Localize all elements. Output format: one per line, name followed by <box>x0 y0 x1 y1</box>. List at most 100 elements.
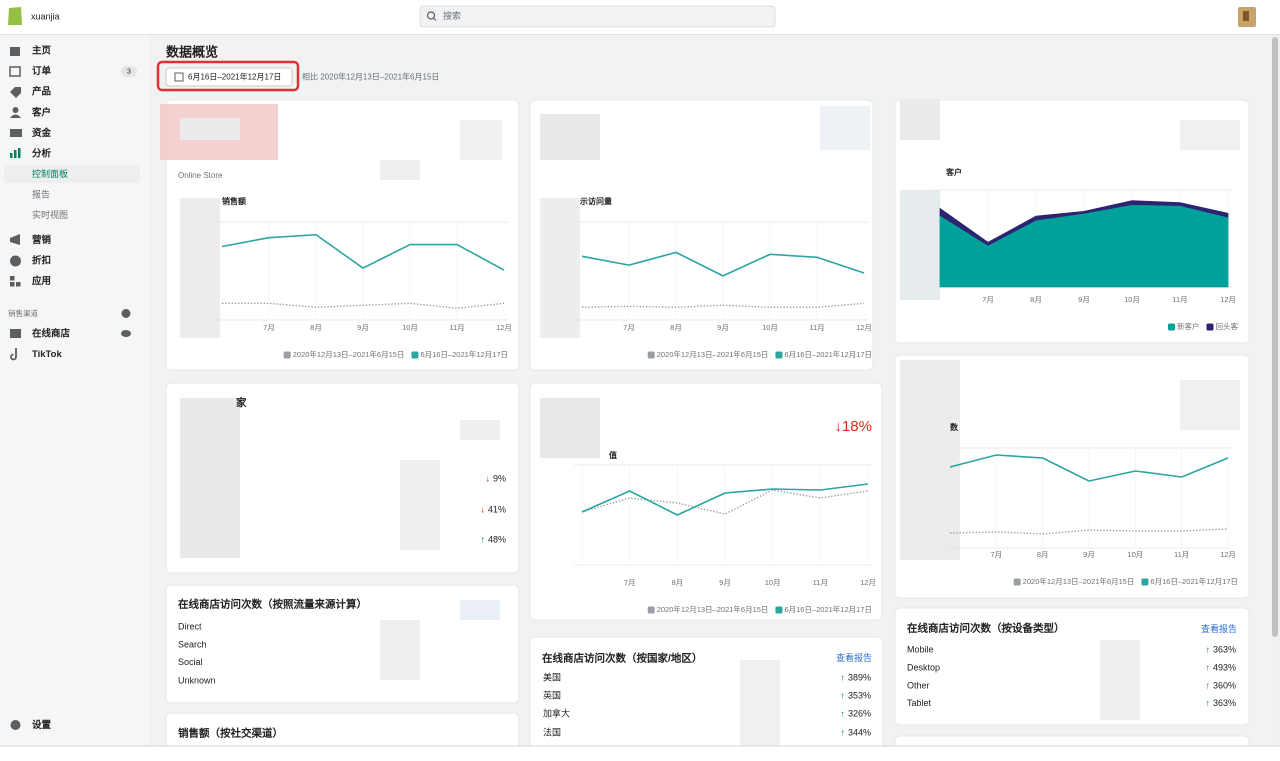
list-row: 法国 <box>543 726 561 737</box>
x-tick-label: 9月 <box>1083 550 1095 559</box>
legend-label: 2020年12月13日–2021年6月15日 <box>1023 576 1135 586</box>
page-title: 数据概览 <box>166 44 218 59</box>
x-tick-label: 8月 <box>1030 295 1042 304</box>
blur <box>1180 120 1240 150</box>
x-tick-label: 7月 <box>982 295 994 304</box>
view-store[interactable] <box>121 330 131 337</box>
add-channel[interactable] <box>121 309 131 318</box>
x-tick-label: 12月 <box>860 578 876 587</box>
active-item-bg <box>4 165 140 183</box>
x-tick-label: 8月 <box>671 578 683 587</box>
nav-subitem[interactable]: 报告 <box>32 188 50 199</box>
date-range[interactable]: 6月16日–2021年12月17日 <box>188 72 281 82</box>
nav-item[interactable]: 资金 <box>32 127 52 139</box>
blur <box>460 600 500 620</box>
x-tick-label: 11月 <box>1172 295 1187 304</box>
calendar-icon <box>174 72 184 82</box>
nav-icon <box>10 276 15 281</box>
x-tick-label: 7月 <box>990 550 1002 559</box>
avatar <box>1243 11 1249 21</box>
blur <box>180 398 240 558</box>
change-value: 48% <box>488 534 506 544</box>
nav-subitem[interactable]: 实时视图 <box>32 209 68 220</box>
chart-title: 数 <box>950 422 959 432</box>
blur <box>900 190 940 300</box>
scrollbar-thumb[interactable] <box>1272 37 1278 637</box>
blur <box>460 120 502 160</box>
legend-swatch <box>775 351 783 359</box>
x-tick-label: 12月 <box>856 323 872 332</box>
x-tick-label: 8月 <box>310 323 322 332</box>
card <box>529 99 874 371</box>
nav-icon <box>10 348 17 361</box>
nav-item[interactable]: 在线商店 <box>32 328 71 340</box>
x-tick-label: 7月 <box>624 578 636 587</box>
x-tick-label: 9月 <box>1078 295 1090 304</box>
list-row: 加拿大 <box>543 707 570 718</box>
x-tick-label: 10月 <box>402 323 418 332</box>
blur <box>820 106 870 150</box>
list-row: Unknown <box>178 675 216 685</box>
logo[interactable] <box>8 7 22 25</box>
x-tick-label: 12月 <box>1220 550 1236 559</box>
x-tick-label: 8月 <box>1037 550 1049 559</box>
nav-item[interactable]: 营销 <box>32 234 52 246</box>
nav-item[interactable]: 订单 <box>32 65 52 77</box>
nav-item[interactable]: 产品 <box>32 86 51 98</box>
card-title: 在线商店访问次数（按国家/地区） <box>542 651 702 664</box>
x-tick-label: 10月 <box>1127 550 1143 559</box>
report-link[interactable]: 查看报告 <box>836 652 872 663</box>
x-tick-label: 7月 <box>623 323 635 332</box>
nav-item[interactable]: 折扣 <box>32 255 51 267</box>
card-title: 家 <box>236 396 247 409</box>
list-row: Social <box>178 657 203 667</box>
legend-swatch <box>411 351 419 359</box>
chart-subtitle: Online Store <box>178 171 223 180</box>
nav-subitem[interactable]: 控制面板 <box>32 168 68 179</box>
nav-item[interactable]: 应用 <box>32 275 51 287</box>
legend-label: 2020年12月13日–2021年6月15日 <box>293 349 405 359</box>
nav-icon <box>10 282 15 287</box>
nav-icon <box>10 87 21 98</box>
blur <box>180 198 220 338</box>
legend-label: 6月16日–2021年12月17日 <box>784 349 872 359</box>
nav-item[interactable]: 客户 <box>31 107 51 119</box>
card <box>894 354 1250 599</box>
nav-icon <box>10 329 21 338</box>
legend-label: 6月16日–2021年12月17日 <box>1150 576 1238 586</box>
series-line <box>581 483 869 516</box>
change-arrow: ↓ <box>480 504 485 514</box>
nav-item[interactable]: 分析 <box>32 148 52 160</box>
store-name[interactable]: xuanjia <box>31 11 60 21</box>
legend-swatch <box>283 351 291 359</box>
search-placeholder[interactable]: 搜索 <box>443 10 461 21</box>
date-picker[interactable] <box>165 67 293 87</box>
blur <box>1100 640 1140 720</box>
series-line <box>581 302 865 308</box>
blur <box>740 660 780 760</box>
nav-item[interactable]: 设置 <box>32 719 52 731</box>
search-box[interactable] <box>419 5 776 28</box>
nav-item[interactable]: TikTok <box>32 349 62 360</box>
badge-count: 3 <box>127 68 131 75</box>
x-tick-label: 10月 <box>1124 295 1140 304</box>
change-value: 493% <box>1213 662 1236 672</box>
blur <box>900 100 940 140</box>
highlight-box <box>156 60 300 92</box>
legend-label: 新客户 <box>1177 321 1200 331</box>
card <box>894 607 1250 726</box>
series-line <box>222 302 505 309</box>
list-row: Search <box>178 639 207 649</box>
bottom-bar <box>0 746 1280 761</box>
nav-icon <box>10 720 21 730</box>
nav-icon <box>10 255 21 267</box>
report-link[interactable]: 查看报告 <box>1201 623 1237 634</box>
change-arrow: ↑ <box>1205 680 1210 690</box>
nav-item[interactable]: 主页 <box>32 45 52 57</box>
x-tick-label: 11月 <box>1174 550 1189 559</box>
change-arrow: ↑ <box>840 727 845 737</box>
list-row: Mobile <box>907 644 934 654</box>
legend-label: 2020年12月13日–2021年6月15日 <box>657 604 769 614</box>
blur <box>1180 380 1240 430</box>
